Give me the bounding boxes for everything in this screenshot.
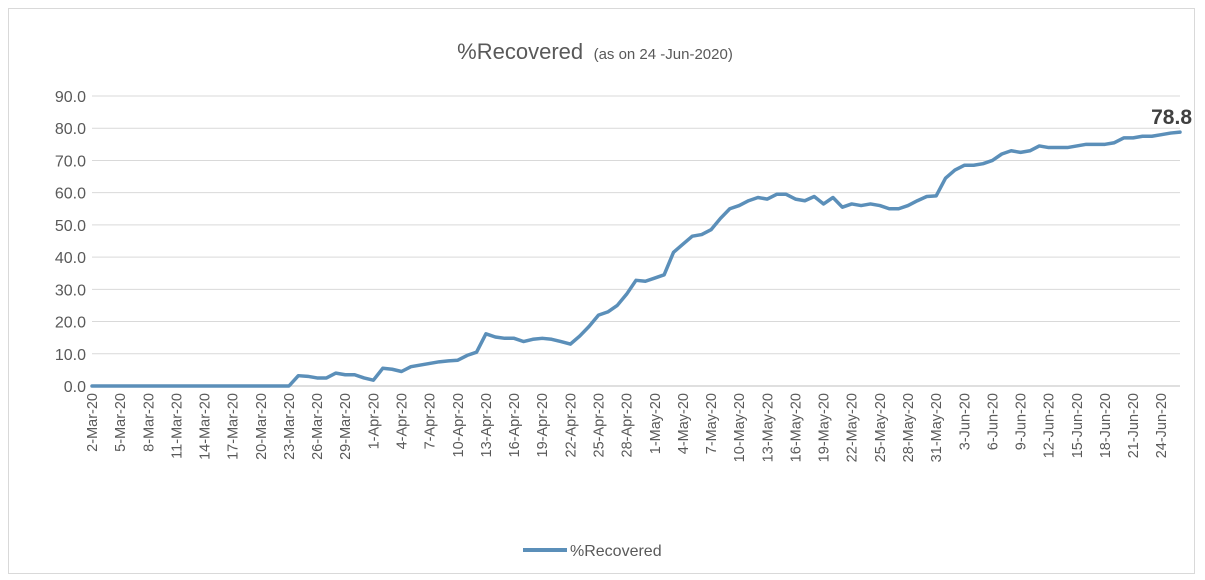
- series-line-recovered: [90, 130, 1182, 388]
- y-tick-label: 80.0: [55, 121, 86, 138]
- x-tick-label: 11-Mar-20: [169, 393, 185, 459]
- x-tick-label: 21-Jun-20: [1126, 393, 1142, 458]
- x-tick-label: 2-Mar-20: [85, 393, 101, 452]
- x-tick-label: 24-Jun-20: [1154, 393, 1170, 458]
- x-tick-label: 16-May-20: [788, 393, 804, 462]
- x-tick-label: 7-May-20: [704, 393, 720, 454]
- x-tick-label: 29-Mar-20: [338, 393, 354, 460]
- x-tick-label: 3-Jun-20: [957, 393, 973, 450]
- x-tick-label: 19-Apr-20: [535, 393, 551, 457]
- y-tick-label: 30.0: [55, 282, 86, 299]
- x-tick-label: 18-Jun-20: [1098, 393, 1114, 458]
- x-tick-label: 8-Mar-20: [141, 393, 157, 452]
- y-tick-label: 20.0: [55, 315, 86, 332]
- x-tick-label: 23-Mar-20: [282, 393, 298, 460]
- x-axis-ticks: 2-Mar-20 5-Mar-20 8-Mar-20 11-Mar-20 14-Mar-…: [85, 393, 1170, 462]
- x-tick-label: 22-May-20: [845, 393, 861, 462]
- x-tick-label: 22-Apr-20: [563, 393, 579, 457]
- x-tick-label: 1-May-20: [648, 393, 664, 454]
- x-tick-label: 10-May-20: [732, 393, 748, 462]
- legend: %Recovered: [523, 543, 662, 560]
- x-tick-label: 20-Mar-20: [254, 393, 270, 460]
- x-tick-label: 17-Mar-20: [226, 393, 242, 460]
- y-tick-label: 40.0: [55, 250, 86, 267]
- x-tick-label: 4-Apr-20: [395, 393, 411, 449]
- gridlines: [92, 95, 1180, 355]
- last-value-label: 78.8: [1151, 106, 1192, 129]
- x-tick-label: 28-May-20: [901, 393, 917, 462]
- x-tick-label: 7-Apr-20: [423, 393, 439, 449]
- x-tick-label: 1-Apr-20: [366, 393, 382, 449]
- x-tick-label: 25-May-20: [873, 393, 889, 462]
- y-tick-label: 50.0: [55, 218, 86, 235]
- x-tick-label: 15-Jun-20: [1070, 393, 1086, 458]
- x-tick-label: 4-May-20: [676, 393, 692, 454]
- legend-label: %Recovered: [570, 543, 662, 560]
- y-tick-label: 10.0: [55, 347, 86, 364]
- x-tick-label: 19-May-20: [817, 393, 833, 462]
- x-tick-label: 25-Apr-20: [591, 393, 607, 457]
- chart-subtitle: (as on 24 -Jun-2020): [594, 46, 733, 63]
- chart-title: %Recovered: [457, 39, 583, 64]
- x-tick-label: 5-Mar-20: [113, 393, 129, 452]
- line-chart: 0.010.020.030.040.050.060.070.080.090.0 …: [55, 39, 1192, 560]
- x-tick-label: 16-Apr-20: [507, 393, 523, 457]
- y-tick-label: 0.0: [64, 379, 86, 396]
- y-tick-label: 70.0: [55, 153, 86, 170]
- x-tick-label: 13-May-20: [760, 393, 776, 462]
- x-tick-label: 6-Jun-20: [985, 393, 1001, 450]
- x-tick-label: 9-Jun-20: [1014, 393, 1030, 450]
- x-tick-label: 31-May-20: [929, 393, 945, 462]
- chart-frame: 0.0 10.0 20.0 30.0 40.0 50.0 60.0 70.0 80.0 90.0 …: [8, 8, 1195, 574]
- x-tick-label: 14-Mar-20: [198, 393, 214, 460]
- y-axis-ticks: 0.0 10.0 20.0 30.0 40.0 50.0 60.0 70.0 80.0 90.0: [55, 89, 86, 396]
- y-tick-label: 90.0: [55, 89, 86, 106]
- x-tick-label: 26-Mar-20: [310, 393, 326, 460]
- x-tick-label: 10-Apr-20: [451, 393, 467, 457]
- x-tick-label: 28-Apr-20: [620, 393, 636, 457]
- x-tick-label: 12-Jun-20: [1042, 393, 1058, 458]
- y-tick-label: 60.0: [55, 186, 86, 203]
- x-tick-label: 13-Apr-20: [479, 393, 495, 457]
- chart-title-group: %Recovered (as on 24 -Jun-2020): [457, 39, 733, 64]
